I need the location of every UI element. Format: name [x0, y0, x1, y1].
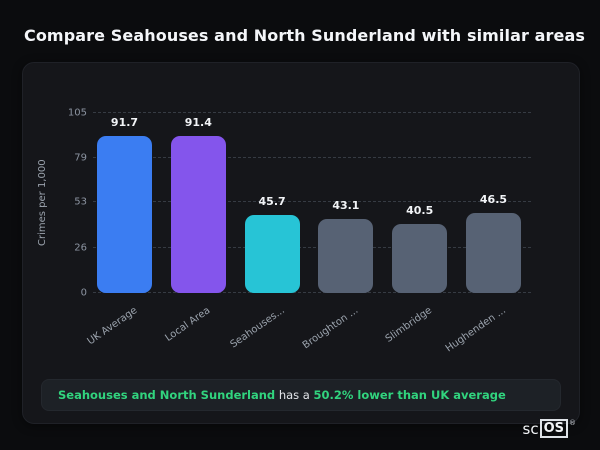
bar-value-label: 43.1	[332, 199, 360, 213]
registered-mark: ®	[569, 419, 576, 427]
brand-logo-prefix: sc	[522, 419, 539, 438]
x-axis-label: Broughton ...	[300, 305, 361, 352]
bar-value-label: 46.5	[479, 193, 508, 207]
bar-value-label: 40.5	[406, 203, 434, 217]
gridline	[93, 292, 531, 293]
bar[interactable]	[244, 214, 300, 293]
bar-value-label: 45.7	[258, 194, 286, 208]
y-axis-title: Crimes per 1,000	[37, 159, 48, 247]
bar-value-label: 91.7	[110, 115, 139, 129]
chart-card: Crimes per 1,000 0 26 53 79 105 91.7 UK Avera…	[22, 62, 580, 424]
gridline	[93, 201, 531, 203]
bar[interactable]	[170, 136, 226, 293]
gridline	[93, 112, 531, 113]
plot-area: 91.7 UK Average 91.4 Local Area 45.7 Seahouse…	[85, 112, 531, 355]
x-axis-label: Local Area	[163, 305, 213, 344]
footer-connector: has a	[275, 388, 314, 402]
y-tick-label: 0	[80, 287, 87, 299]
bar-value-label: 91.4	[184, 116, 212, 130]
bar[interactable]	[318, 219, 374, 293]
bar-column: 46.5 Hughenden ...	[444, 113, 521, 355]
gridline	[93, 156, 531, 158]
y-axis-ticks: 0 26 53 79 105	[53, 108, 87, 299]
brand-logo: sc OS ®	[523, 419, 576, 438]
bar-column: 43.1 Broughton ...	[301, 113, 374, 351]
brand-logo-boxed: OS	[539, 419, 568, 438]
gridline	[93, 247, 531, 249]
y-tick-label: 53	[74, 196, 87, 208]
x-axis-label: Seahouses...	[228, 305, 287, 351]
bar-column: 40.5 Slimbridge	[384, 113, 448, 345]
x-axis-label: Slimbridge	[383, 305, 435, 345]
y-tick-label: 105	[67, 107, 87, 119]
footer-area-name: Seahouses and North Sunderland	[58, 388, 276, 402]
footer-note: Seahouses and North Sunderland has a 50.…	[41, 379, 561, 411]
bar-column: 91.7 UK Average	[85, 113, 152, 347]
page-title: Compare Seahouses and North Sunderland w…	[24, 26, 586, 45]
bar-column: 91.4 Local Area	[164, 113, 226, 344]
footer-stat: 50.2% lower than UK average	[313, 388, 506, 402]
y-tick-label: 79	[74, 152, 87, 164]
x-axis-label: UK Average	[85, 305, 140, 348]
bar-column: 45.7 Seahouses...	[228, 113, 300, 350]
x-axis-label: Hughenden ...	[443, 305, 509, 355]
bar[interactable]	[465, 213, 521, 293]
bar[interactable]	[392, 223, 448, 293]
bar[interactable]	[97, 135, 152, 293]
y-tick-label: 26	[74, 242, 87, 254]
